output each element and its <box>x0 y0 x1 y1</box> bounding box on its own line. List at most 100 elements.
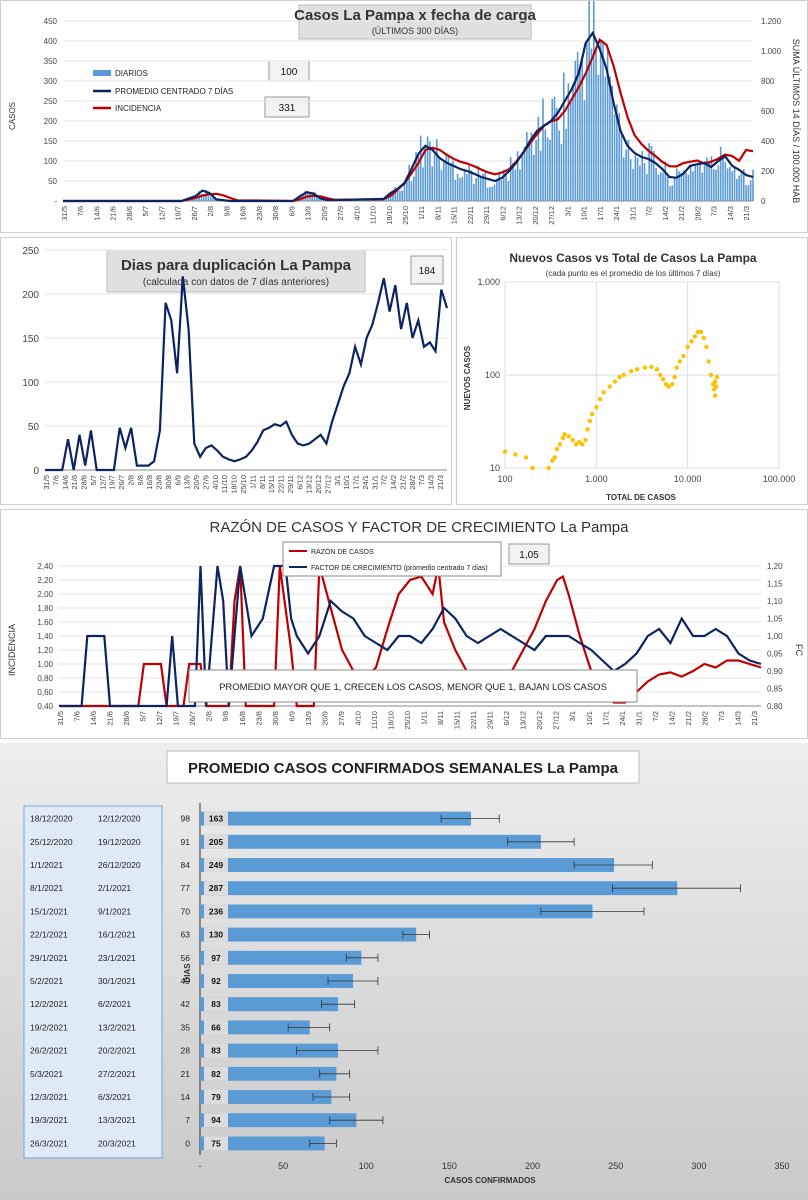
y-tick-label: 100 <box>22 378 39 389</box>
daily-bar <box>410 181 413 201</box>
daily-bar <box>519 169 521 201</box>
x-tick-label: 7/6 <box>51 475 60 485</box>
daily-bar <box>583 100 586 201</box>
daily-bar <box>673 177 676 201</box>
weekly-bar <box>200 1113 357 1128</box>
daily-bar <box>500 180 503 201</box>
x-tick-label: 25/10 <box>239 475 248 494</box>
average-line <box>63 30 754 203</box>
week-end-date: 22/1/2021 <box>30 930 68 940</box>
x-tick-label: 20/9 <box>320 206 329 221</box>
y-tick-label: 0,40 <box>37 702 53 711</box>
scatter-point <box>654 367 660 372</box>
scatter-point <box>621 372 627 378</box>
week-end-date: 25/12/2020 <box>30 837 73 847</box>
x-tick-label: 14/6 <box>89 711 98 726</box>
scatter-point <box>557 442 563 447</box>
dias-label: 84 <box>181 860 191 870</box>
scatter-point <box>677 359 682 364</box>
x-tick-label: 31/1 <box>634 711 643 726</box>
y2-tick-label: 0,90 <box>767 667 783 676</box>
x-tick-label: 50 <box>278 1161 288 1171</box>
scatter-point <box>502 449 508 454</box>
x-tick-label: 150 <box>442 1161 457 1171</box>
daily-bar <box>657 174 660 201</box>
week-end-date: 19/3/2021 <box>30 1115 68 1125</box>
daily-bar <box>399 190 401 201</box>
daily-bar <box>429 141 431 201</box>
value-label: 82 <box>211 1069 221 1079</box>
legend-label-promedio: PROMEDIO CENTRADO 7 DÍAS <box>115 87 233 96</box>
title-box <box>166 750 640 784</box>
scatter-point <box>672 374 677 380</box>
x-tick-label: 22/11 <box>466 206 475 224</box>
x-tick-label: 6/12 <box>498 206 507 221</box>
weekly-bar <box>200 834 541 849</box>
daily-bar <box>526 132 528 201</box>
daily-bar <box>403 184 406 201</box>
daily-bar <box>646 174 648 201</box>
scatter-point <box>666 384 671 389</box>
x-tick-label: 1/11 <box>248 475 257 489</box>
daily-bar <box>726 168 729 201</box>
x-tick-label: 28/6 <box>122 711 131 726</box>
scatter-point <box>587 418 593 424</box>
daily-bar <box>486 187 489 201</box>
daily-bar <box>641 150 644 201</box>
daily-bar <box>627 139 630 201</box>
week-end-date: 18/12/2020 <box>30 814 73 824</box>
value-label: 163 <box>209 814 223 824</box>
y2-axis-label: SUMA ÚLTIMOS 14 DÍAS / 100.000 HAB <box>791 39 801 203</box>
chart-title: Casos La Pampa x fecha de carga <box>294 7 536 24</box>
x-tick-label: 3/1 <box>563 206 572 216</box>
daily-bar <box>406 178 408 201</box>
week-end-date: 19/2/2021 <box>30 1022 68 1032</box>
scatter-point <box>692 334 698 339</box>
scatter-point <box>708 372 714 378</box>
scatter-point <box>601 390 606 395</box>
value-label: 205 <box>209 837 223 847</box>
week-start-date: 19/12/2020 <box>98 837 141 847</box>
daily-bar <box>678 171 680 201</box>
x-tick-label: 13/9 <box>183 475 192 490</box>
scatter-point <box>607 384 612 389</box>
weekly-bar <box>200 997 339 1012</box>
scatter-point <box>550 458 555 463</box>
y2-tick-label: 0,95 <box>767 650 783 659</box>
chart-title: Dias para duplicación La Pampa <box>121 257 352 274</box>
dias-label: 70 <box>181 906 191 916</box>
scatter-point <box>513 452 518 457</box>
x-tick-label: 13/12 <box>305 475 314 494</box>
y-axis-label: DIAS <box>183 963 192 983</box>
daily-bar <box>602 40 604 201</box>
x-tick-label: 11/10 <box>220 475 229 493</box>
x-tick-label: 29/11 <box>482 206 491 224</box>
x-tick-label: 9/8 <box>221 711 230 721</box>
y2-ticks: 0,80 0,85 0,90 0,95 1,00 1,05 1,10 1,15 1,20 <box>767 562 783 711</box>
weekly-bar <box>200 927 417 942</box>
daily-bar <box>422 167 424 201</box>
x-tick-label: 9/8 <box>136 475 145 485</box>
week-end-date: 5/3/2021 <box>30 1069 63 1079</box>
weekly-average-panel: PROMEDIO CASOS CONFIRMADOS SEMANALES La … <box>0 743 808 1200</box>
x-tick-label: 7/2 <box>651 711 660 721</box>
daily-bar <box>535 139 537 201</box>
value-label-box <box>204 858 228 872</box>
value-label-box <box>204 974 228 988</box>
scatter-points <box>502 329 720 471</box>
daily-cases-chart: Casos La Pampa x fecha de carga (ÚLTIMOS… <box>8 1 801 225</box>
y-tick-label: 0,60 <box>37 688 53 697</box>
daily-bar <box>392 194 394 201</box>
x-tick-label: 14/6 <box>61 475 70 490</box>
x-tick-label: 21/6 <box>70 475 79 490</box>
week-start-date: 2/1/2021 <box>98 883 131 893</box>
chart-subtitle: (ÚLTIMOS 300 DÍAS) <box>372 26 458 36</box>
scatter-point <box>698 329 704 335</box>
daily-bar <box>433 154 436 201</box>
x-tick-label: 21/3 <box>436 475 445 490</box>
daily-bar <box>722 156 724 201</box>
chart-subtitle: (calculada con datos de 7 días anteriore… <box>143 277 329 288</box>
scatter-point <box>583 437 588 443</box>
daily-bar <box>452 160 454 201</box>
daily-bar <box>752 169 754 201</box>
